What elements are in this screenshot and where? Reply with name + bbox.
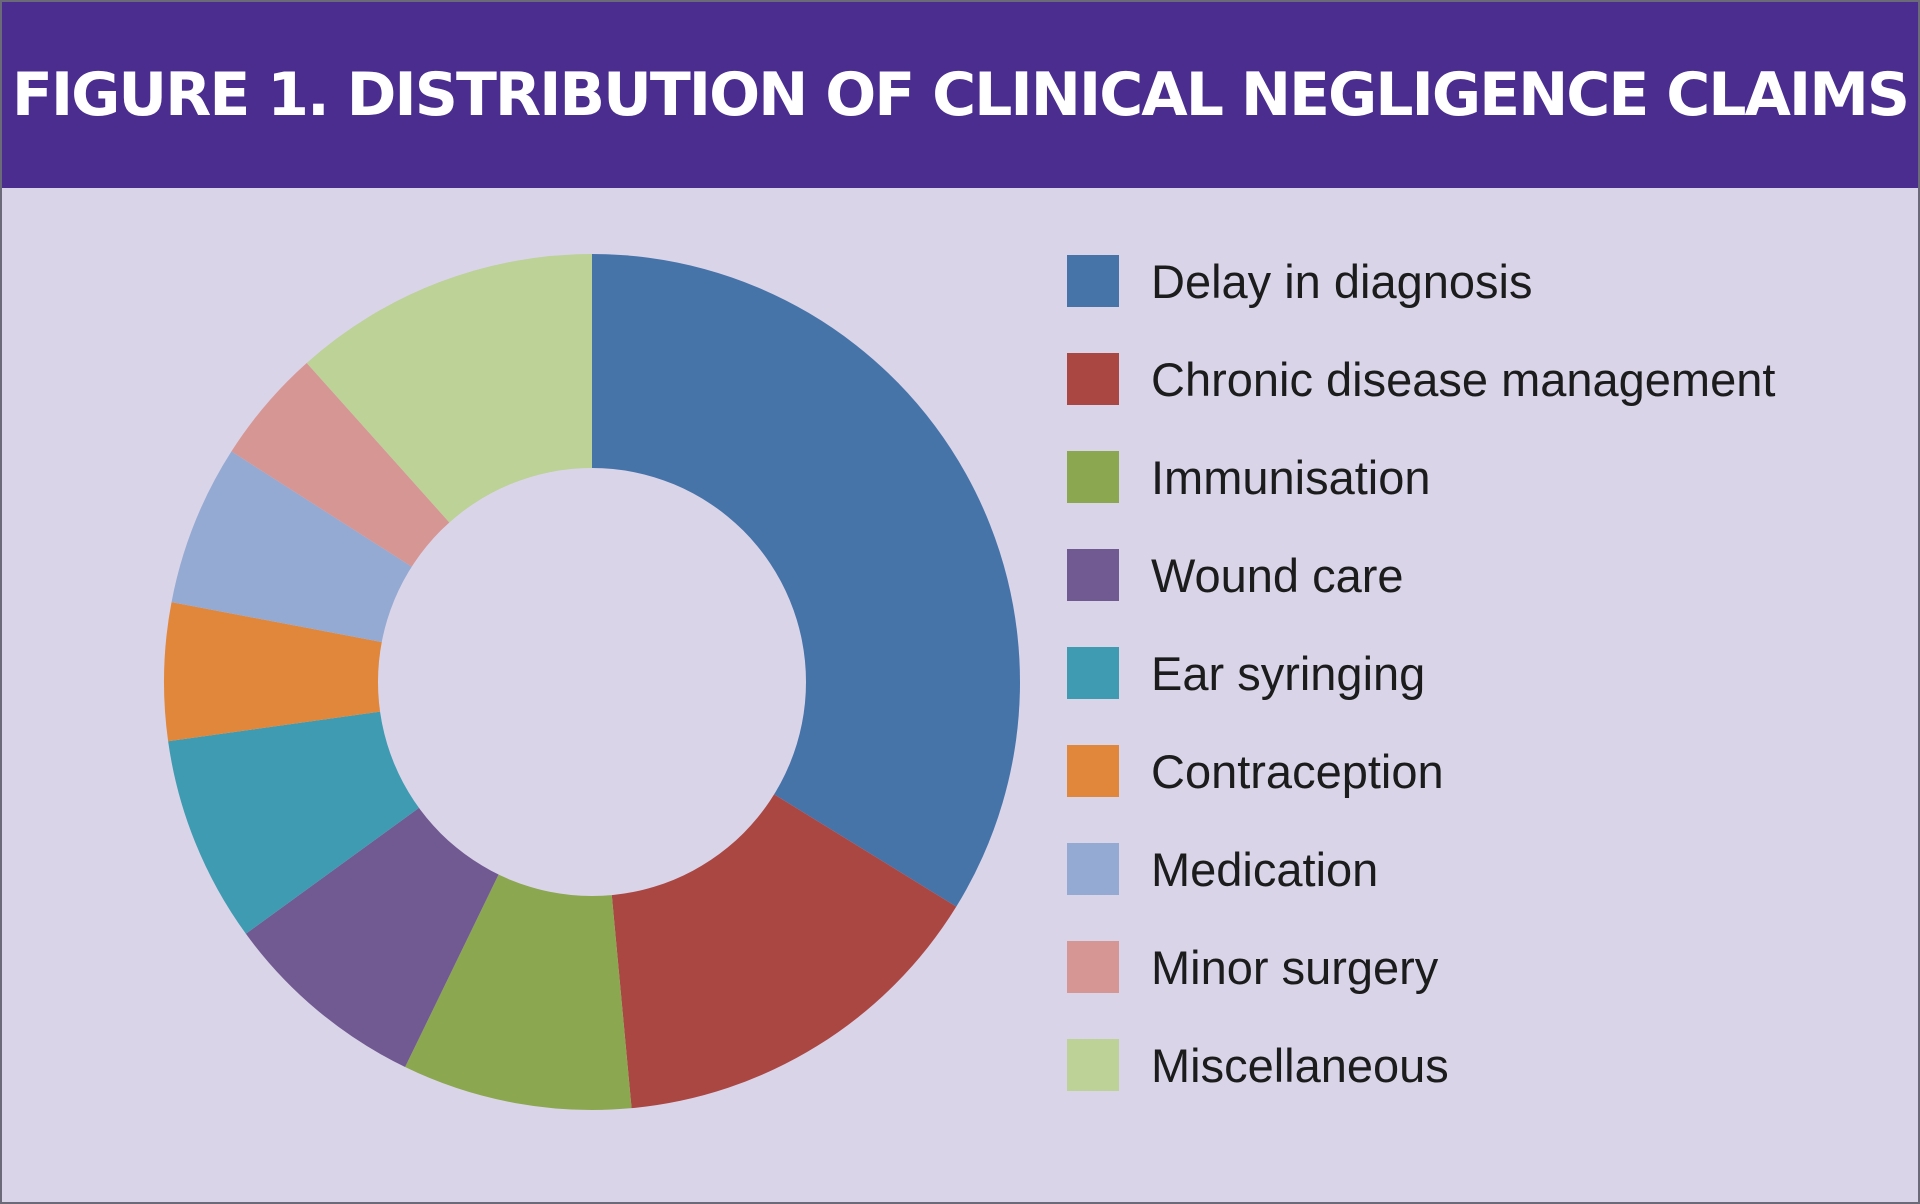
legend-item-contraception: Contraception [1067, 722, 1887, 820]
legend-swatch-chronic-disease-management [1067, 353, 1119, 405]
legend-item-miscellaneous: Miscellaneous [1067, 1016, 1887, 1114]
legend-swatch-miscellaneous [1067, 1039, 1119, 1091]
legend-label-chronic-disease-management: Chronic disease management [1151, 352, 1776, 406]
legend-label-contraception: Contraception [1151, 744, 1444, 798]
legend-swatch-contraception [1067, 745, 1119, 797]
legend-swatch-immunisation [1067, 451, 1119, 503]
legend-swatch-medication [1067, 843, 1119, 895]
legend-label-medication: Medication [1151, 842, 1379, 896]
legend-item-immunisation: Immunisation [1067, 428, 1887, 526]
legend-item-minor-surgery: Minor surgery [1067, 918, 1887, 1016]
chart-title: FIGURE 1. DISTRIBUTION OF CLINICAL NEGLI… [11, 60, 1910, 130]
legend-label-immunisation: Immunisation [1151, 450, 1431, 504]
donut-chart [164, 254, 1020, 1111]
legend-swatch-delay-in-diagnosis [1067, 255, 1119, 307]
slice-contraception [164, 602, 592, 742]
legend-item-wound-care: Wound care [1067, 526, 1887, 624]
legend-item-medication: Medication [1067, 820, 1887, 918]
legend-swatch-minor-surgery [1067, 941, 1119, 993]
legend-item-chronic-disease-management: Chronic disease management [1067, 330, 1887, 428]
donut-hole [378, 468, 806, 896]
legend-item-ear-syringing: Ear syringing [1067, 624, 1887, 722]
legend-item-delay-in-diagnosis: Delay in diagnosis [1067, 232, 1887, 330]
title-bar: FIGURE 1. DISTRIBUTION OF CLINICAL NEGLI… [2, 2, 1918, 188]
legend-label-minor-surgery: Minor surgery [1151, 940, 1439, 994]
legend-label-delay-in-diagnosis: Delay in diagnosis [1151, 254, 1533, 308]
legend-swatch-wound-care [1067, 549, 1119, 601]
legend-swatch-ear-syringing [1067, 647, 1119, 699]
legend-label-ear-syringing: Ear syringing [1151, 646, 1426, 700]
legend-label-miscellaneous: Miscellaneous [1151, 1038, 1449, 1092]
legend-label-wound-care: Wound care [1151, 548, 1404, 602]
legend: Delay in diagnosis Chronic disease manage… [1067, 232, 1887, 1114]
